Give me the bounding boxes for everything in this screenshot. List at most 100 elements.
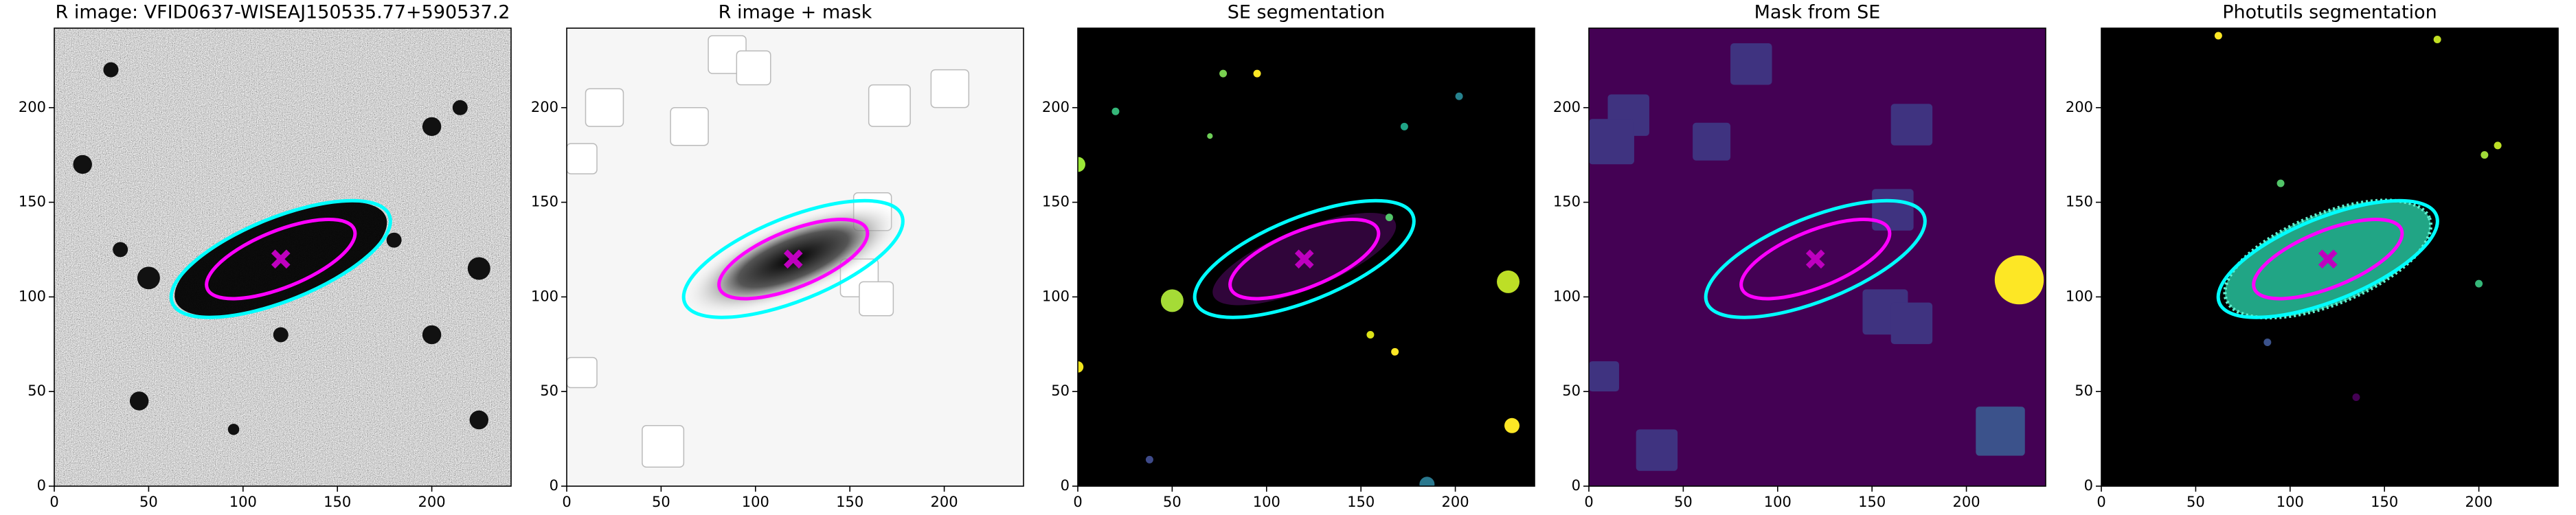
x-tick-label: 50 <box>139 494 158 510</box>
x-tick-label: 200 <box>418 494 446 510</box>
mask-box <box>930 69 970 108</box>
segment <box>1253 69 1261 78</box>
y-tick-label: 50 <box>540 382 558 399</box>
y-tick-label: 150 <box>19 194 46 210</box>
y-tick-label: 50 <box>1051 382 1070 399</box>
segment <box>1391 347 1399 356</box>
image <box>1589 28 2046 486</box>
mask-box <box>670 107 709 146</box>
star <box>422 117 442 137</box>
axes-frame <box>54 27 512 487</box>
x-tick-label: 150 <box>1347 494 1375 510</box>
y-tick-label: 0 <box>1572 477 1581 494</box>
y-tick-label: 200 <box>1553 99 1581 115</box>
y-tick-label: 200 <box>19 99 46 115</box>
axes-frame <box>1077 27 1535 487</box>
star <box>467 257 490 280</box>
axes-frame <box>2101 27 2559 487</box>
y-tick-label: 0 <box>550 477 558 494</box>
star <box>113 242 128 258</box>
x-tick-label: 150 <box>836 494 863 510</box>
mask-box <box>736 50 771 86</box>
x-tick-label: 0 <box>49 494 58 510</box>
y-tick-label: 200 <box>2066 99 2093 115</box>
axes-frame <box>566 27 1024 487</box>
segment <box>1219 69 1228 78</box>
panel: R image: VFID0637-WISEAJ150535.77+590537… <box>19 2 512 510</box>
x-tick-label: 150 <box>2371 494 2398 510</box>
x-tick-label: 100 <box>742 494 769 510</box>
panel: Mask from SE 0 50 100 150 200 0 50 100 150 200 <box>1553 2 2046 510</box>
mask-box <box>567 143 598 174</box>
segment <box>1078 361 1084 373</box>
panel-title: Photutils segmentation <box>2222 2 2437 23</box>
x-tick-label: 50 <box>1674 494 1693 510</box>
segment <box>1400 122 1408 130</box>
panel-title: Mask from SE <box>1754 2 1881 23</box>
x-tick-label: 150 <box>324 494 351 510</box>
x-tick-label: 100 <box>229 494 257 510</box>
star <box>103 62 119 78</box>
x-tick-label: 200 <box>1442 494 1469 510</box>
y-tick-label: 150 <box>2066 194 2093 210</box>
star <box>273 327 289 343</box>
y-tick-label: 50 <box>1562 382 1581 399</box>
panel: Photutils segmentation 0 50 100 150 200 0 50 100… <box>2066 2 2559 510</box>
y-tick-label: 100 <box>531 288 558 304</box>
mask-box <box>1890 104 1933 146</box>
y-tick-label: 200 <box>531 99 558 115</box>
segment <box>1504 417 1520 433</box>
star <box>73 154 92 174</box>
x-tick-label: 150 <box>1858 494 1886 510</box>
x-tick-label: 0 <box>562 494 571 510</box>
segment <box>2214 32 2222 40</box>
mask-box <box>868 84 911 127</box>
segment <box>2352 393 2360 401</box>
mask-box <box>1589 361 1619 392</box>
mask-box <box>1636 429 1678 471</box>
segment <box>1145 455 1153 464</box>
segment <box>1419 477 1435 486</box>
x-tick-label: 50 <box>2187 494 2205 510</box>
y-tick-label: 100 <box>19 288 46 304</box>
fit-ellipse <box>2252 218 2404 301</box>
x-tick-label: 0 <box>1073 494 1082 510</box>
star <box>469 410 489 430</box>
segment <box>1455 92 1463 100</box>
star <box>422 325 442 345</box>
segment <box>1160 289 1184 312</box>
image <box>1078 28 1535 486</box>
panel-title: R image: VFID0637-WISEAJ150535.77+590537… <box>56 2 510 23</box>
y-tick-label: 150 <box>1042 194 1070 210</box>
segment <box>1078 157 1085 172</box>
y-tick-label: 50 <box>2075 382 2093 399</box>
x-tick-label: 200 <box>1953 494 1980 510</box>
fit-ellipse <box>1739 218 1892 301</box>
star <box>452 100 468 115</box>
y-tick-label: 100 <box>1553 288 1581 304</box>
star <box>386 232 402 248</box>
mask-box <box>1872 189 1914 231</box>
star <box>227 424 240 435</box>
segment <box>2263 339 2272 347</box>
y-tick-label: 0 <box>1061 477 1070 494</box>
segment <box>2481 151 2489 159</box>
image <box>2101 28 2558 486</box>
segment <box>1207 133 1213 139</box>
y-tick-label: 150 <box>531 194 558 210</box>
x-tick-label: 200 <box>2465 494 2493 510</box>
center-marker <box>2318 249 2338 269</box>
center-marker <box>1294 249 1314 269</box>
fit-ellipse <box>1704 198 1927 319</box>
mask-box <box>1693 122 1731 161</box>
star <box>129 391 149 411</box>
image <box>54 28 511 486</box>
x-tick-label: 50 <box>1163 494 1182 510</box>
center-marker <box>271 249 291 269</box>
segment <box>2475 279 2483 288</box>
mask-box <box>1890 302 1933 345</box>
fit-ellipse <box>1228 218 1381 301</box>
segment <box>2276 179 2285 187</box>
center-marker <box>783 249 803 269</box>
mask-box <box>567 356 598 389</box>
